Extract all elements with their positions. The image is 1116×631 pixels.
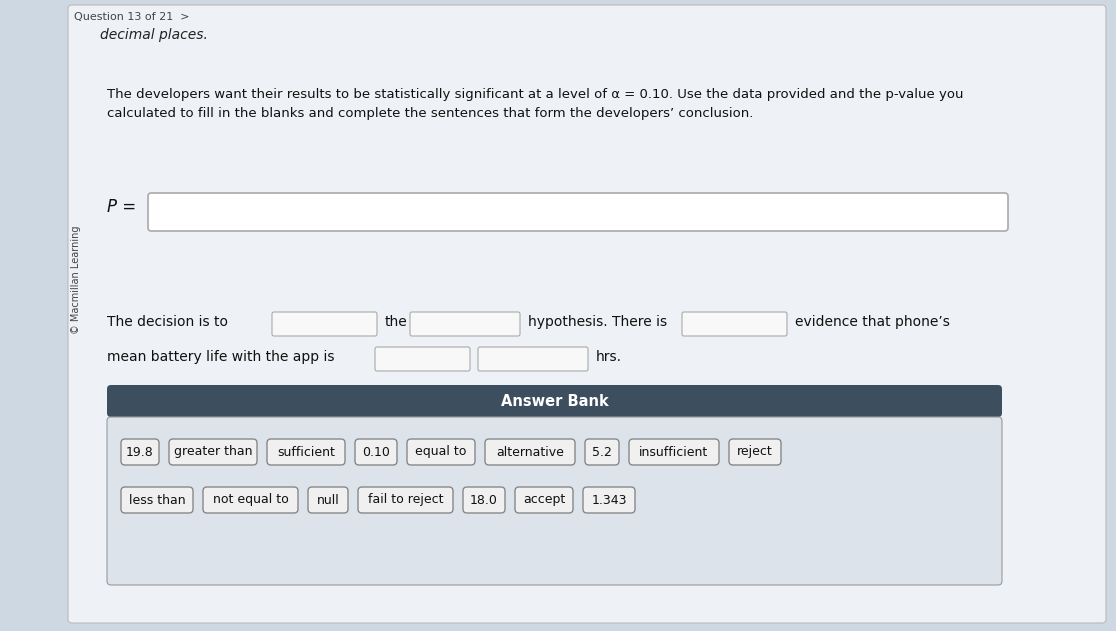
Text: alternative: alternative: [497, 445, 564, 459]
Text: 5.2: 5.2: [593, 445, 612, 459]
FancyBboxPatch shape: [583, 487, 635, 513]
Text: the: the: [385, 315, 407, 329]
FancyBboxPatch shape: [107, 417, 1002, 585]
Text: 0.10: 0.10: [362, 445, 389, 459]
Text: null: null: [317, 493, 339, 507]
FancyBboxPatch shape: [148, 193, 1008, 231]
FancyBboxPatch shape: [585, 439, 619, 465]
Text: fail to reject: fail to reject: [368, 493, 443, 507]
Text: insufficient: insufficient: [639, 445, 709, 459]
Text: sufficient: sufficient: [277, 445, 335, 459]
FancyBboxPatch shape: [121, 487, 193, 513]
FancyBboxPatch shape: [308, 487, 348, 513]
FancyBboxPatch shape: [68, 5, 1106, 623]
FancyBboxPatch shape: [729, 439, 781, 465]
FancyBboxPatch shape: [203, 487, 298, 513]
FancyBboxPatch shape: [629, 439, 719, 465]
Text: Question 13 of 21  >: Question 13 of 21 >: [74, 12, 190, 22]
FancyBboxPatch shape: [478, 347, 588, 371]
FancyBboxPatch shape: [121, 439, 158, 465]
Text: hypothesis. There is: hypothesis. There is: [528, 315, 667, 329]
FancyBboxPatch shape: [375, 347, 470, 371]
FancyBboxPatch shape: [407, 439, 475, 465]
Text: The developers want their results to be statistically significant at a level of : The developers want their results to be …: [107, 88, 963, 101]
Text: less than: less than: [128, 493, 185, 507]
Text: accept: accept: [523, 493, 565, 507]
Text: Answer Bank: Answer Bank: [501, 394, 608, 408]
FancyBboxPatch shape: [272, 312, 377, 336]
Text: © Macmillan Learning: © Macmillan Learning: [71, 226, 81, 334]
FancyBboxPatch shape: [267, 439, 345, 465]
Text: 18.0: 18.0: [470, 493, 498, 507]
Text: calculated to fill in the blanks and complete the sentences that form the develo: calculated to fill in the blanks and com…: [107, 107, 753, 120]
FancyBboxPatch shape: [358, 487, 453, 513]
Text: P =: P =: [107, 198, 136, 216]
FancyBboxPatch shape: [485, 439, 575, 465]
Text: not equal to: not equal to: [213, 493, 288, 507]
Text: greater than: greater than: [174, 445, 252, 459]
FancyBboxPatch shape: [169, 439, 257, 465]
Text: equal to: equal to: [415, 445, 466, 459]
Text: 1.343: 1.343: [591, 493, 627, 507]
FancyBboxPatch shape: [107, 385, 1002, 417]
Text: decimal places.: decimal places.: [100, 28, 208, 42]
FancyBboxPatch shape: [410, 312, 520, 336]
FancyBboxPatch shape: [463, 487, 506, 513]
Text: reject: reject: [738, 445, 773, 459]
Text: The decision is to: The decision is to: [107, 315, 228, 329]
Text: mean battery life with the app is: mean battery life with the app is: [107, 350, 335, 364]
Text: 19.8: 19.8: [126, 445, 154, 459]
FancyBboxPatch shape: [355, 439, 397, 465]
FancyBboxPatch shape: [514, 487, 573, 513]
FancyBboxPatch shape: [682, 312, 787, 336]
Text: evidence that phone’s: evidence that phone’s: [795, 315, 950, 329]
Text: hrs.: hrs.: [596, 350, 622, 364]
